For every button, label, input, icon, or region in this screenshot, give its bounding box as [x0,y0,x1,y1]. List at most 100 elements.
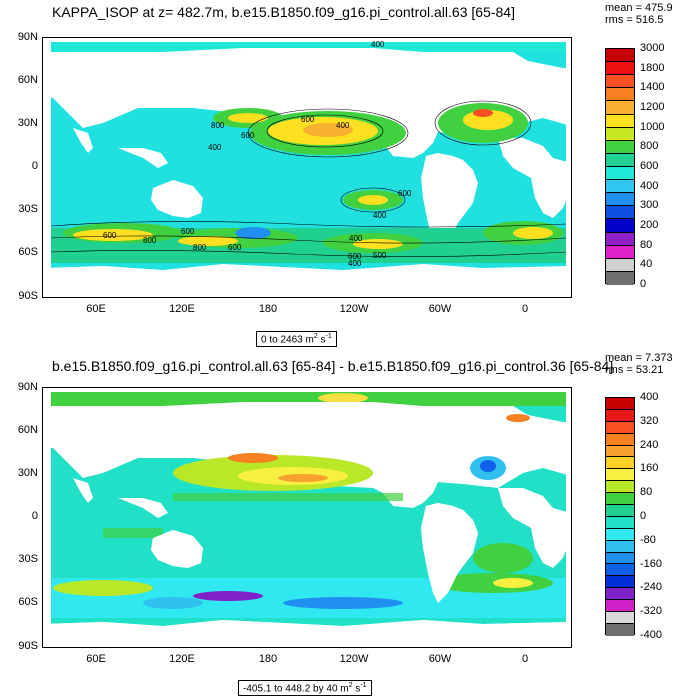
colorbar-label: 300 [640,199,659,212]
colorbar-swatch [606,528,634,541]
colorbar-label: -240 [640,581,663,594]
panel2-range-box: -405.1 to 448.2 by 40 m2 s-1 [238,680,372,697]
panel2-title: b.e15.B1850.f09_g16.pi_control.all.63 [6… [52,358,614,374]
panel2-map [42,387,572,648]
colorbar-swatch [606,612,634,624]
colorbar-swatch [606,140,634,154]
colorbar-label: 400 [640,391,659,403]
lon-label: 60W [428,653,452,665]
colorbar-label: 80 [640,486,653,499]
contour-label: 600 [228,243,242,252]
colorbar-label: -80 [640,533,656,546]
colorbar-label: 1400 [640,81,665,94]
contour-label: 400 [373,211,387,220]
lon-label: 0 [521,653,529,665]
colorbar-swatch [606,49,634,63]
panel2-range-text: -405.1 to 448.2 by 40 m [243,683,349,695]
lon-label: 120W [339,653,369,665]
unit-mid: s [317,334,326,346]
lat-label: 60S [18,596,38,608]
lat-label: 90N [17,31,38,43]
contour-label: 800 [211,121,225,130]
colorbar-label: 1800 [640,61,665,74]
colorbar-swatch [606,576,634,589]
colorbar-swatch [606,166,634,181]
contour-label: 800 [143,236,157,245]
panel1-map: 400 600 800 600 400 400 600 400 600 800 … [42,37,572,298]
colorbar-swatch [606,445,634,458]
lon-label: 60E [86,653,106,665]
colorbar-label: 0 [640,278,647,290]
contour-label: 600 [398,189,412,198]
colorbar-label: 240 [640,438,659,451]
colorbar-label: 800 [640,140,659,153]
lat-label: 30S [18,203,38,215]
contour-label: 600 [103,231,117,240]
colorbar-swatch [606,600,634,613]
colorbar-swatch [606,232,634,246]
colorbar-swatch [606,493,634,506]
colorbar-swatch [606,193,634,207]
colorbar-label: 0 [640,510,647,522]
colorbar-swatch [606,219,634,233]
colorbar-swatch [606,62,634,76]
contour-label: 600 [348,252,362,261]
contour-label: 400 [208,143,222,152]
contour-label: 600 [241,131,255,140]
colorbar-swatch [606,564,634,577]
contour-label: 400 [349,234,363,243]
colorbar-label: 1200 [640,101,665,113]
colorbar-swatch [606,88,634,102]
colorbar-swatch [606,245,634,259]
lat-label: 0 [31,160,38,172]
colorbar-swatch [606,516,634,529]
lat-label: 0 [31,510,38,522]
unit-sup: 2 [313,333,318,340]
colorbar-swatch [606,101,634,115]
lat-label: 90S [18,290,38,302]
panel1-range-box: 0 to 2463 m2 s-1 [256,331,337,348]
lon-label: 120E [169,303,195,315]
colorbar-swatch [606,421,634,434]
contour-label: 400 [348,259,362,268]
contour-label: 600 [181,227,195,236]
unit-sup: -1 [325,333,332,340]
lon-label: 60E [86,303,106,315]
colorbar-swatch [606,409,634,422]
contour-label: 500 [373,251,387,260]
panel1-title: KAPPA_ISOP at z= 482.7m, b.e15.B1850.f09… [52,4,515,20]
colorbar-swatch [606,127,634,141]
lon-label: 180 [258,653,278,665]
colorbar-label: -320 [640,605,663,618]
panel2-mean: mean = 7.373 [605,352,673,364]
lat-label: 60S [18,246,38,258]
panel1-colorbar [605,48,635,285]
contour-label: 600 [301,115,315,124]
lon-label: 0 [521,303,529,315]
colorbar-swatch [606,552,634,565]
colorbar-label: -400 [640,629,663,641]
colorbar-swatch [606,153,634,167]
lon-label: 120E [169,653,195,665]
lon-label: 60W [428,303,452,315]
colorbar-swatch [606,258,634,272]
colorbar-swatch [606,623,634,636]
colorbar-label: 3000 [640,42,665,54]
colorbar-swatch [606,588,634,601]
colorbar-swatch [606,398,634,410]
contour-label: 400 [371,40,385,49]
lat-label: 30S [18,553,38,565]
contour-label: 400 [336,121,350,130]
lat-label: 60N [17,424,38,436]
panel2-colorbar [605,397,635,636]
colorbar-swatch [606,206,634,220]
colorbar-swatch [606,271,634,285]
colorbar-swatch [606,505,634,517]
lon-label: 180 [258,303,278,315]
colorbar-label: 320 [640,414,659,427]
unit-sup: 2 [348,682,353,689]
colorbar-label: 200 [640,219,659,231]
colorbar-label: 40 [640,258,653,271]
colorbar-swatch [606,75,634,89]
colorbar-swatch [606,469,634,482]
